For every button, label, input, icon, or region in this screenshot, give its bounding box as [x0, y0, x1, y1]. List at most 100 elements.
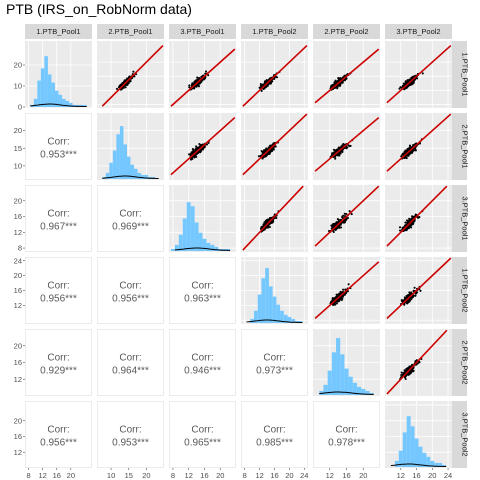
histogram-bar — [109, 163, 113, 179]
y-tick-label: 16 — [14, 358, 22, 367]
histogram-bar — [407, 416, 411, 467]
correlation-label: Corr: — [47, 425, 69, 436]
scatter-point — [132, 71, 134, 73]
x-tick-label: 12 — [255, 471, 263, 480]
x-tick-label: 8 — [26, 471, 30, 480]
x-tick-label: 12 — [38, 471, 46, 480]
scatter-point — [198, 143, 200, 145]
scatter-point — [419, 290, 421, 292]
scatter-point — [262, 158, 264, 160]
row-strip-label: 2.PTB_Pool1 — [461, 124, 470, 168]
histogram-bar — [328, 371, 332, 395]
histogram-bar — [415, 439, 419, 467]
y-tick-label: 0 — [18, 103, 22, 112]
scatter-point — [332, 304, 334, 306]
scatter-point — [125, 86, 127, 88]
histogram-bar — [336, 338, 340, 395]
correlation-label: Corr: — [47, 137, 69, 148]
scatter-point — [422, 72, 424, 74]
correlation-value: 0.956*** — [40, 438, 77, 449]
y-tick-label: 20 — [14, 271, 22, 280]
x-tick-label: 12 — [326, 471, 334, 480]
histogram-bar — [179, 235, 183, 251]
row-strip-label: 3.PTB_Pool2 — [461, 412, 470, 456]
scatter-point — [119, 85, 121, 87]
scatter-point — [408, 373, 410, 375]
column-strip-label: 2.PTB_Pool2 — [324, 27, 368, 36]
scatter-point — [276, 76, 278, 78]
histogram-bar — [120, 126, 124, 179]
scatter-point — [199, 82, 201, 84]
scatter-point — [414, 148, 416, 150]
x-tick-label: 24 — [300, 471, 308, 480]
correlation-label: Corr: — [191, 281, 213, 292]
x-tick-label: 20 — [67, 471, 75, 480]
histogram-bar — [113, 151, 117, 179]
correlation-label: Corr: — [191, 353, 213, 364]
scatter-point — [404, 222, 406, 224]
y-tick-label: 8 — [18, 244, 22, 253]
scatter-point — [398, 88, 400, 90]
scatter-point — [275, 146, 277, 148]
histogram-bar — [138, 173, 142, 179]
x-tick-label: 12 — [185, 471, 193, 480]
scatter-point — [331, 224, 333, 226]
correlation-value: 0.965*** — [184, 438, 221, 449]
y-tick-label: 20 — [14, 196, 22, 205]
x-tick-label: 8 — [171, 471, 175, 480]
y-tick-label: 20 — [14, 61, 22, 70]
scatter-point — [264, 81, 266, 83]
correlation-value: 0.985*** — [256, 438, 293, 449]
scatter-point — [188, 86, 190, 88]
correlation-value: 0.963*** — [184, 294, 221, 305]
scatter-point — [342, 215, 344, 217]
histogram-bar — [344, 369, 348, 395]
y-tick-label: 20 — [14, 126, 22, 135]
correlation-label: Corr: — [119, 281, 141, 292]
x-tick-label: 24 — [444, 471, 452, 480]
scatter-point — [269, 226, 271, 228]
correlation-value: 0.956*** — [112, 294, 149, 305]
scatter-point — [347, 217, 349, 219]
correlation-label: Corr: — [263, 353, 285, 364]
scatter-point — [258, 155, 260, 157]
histogram-bar — [340, 354, 344, 395]
x-tick-label: 10 — [107, 471, 115, 480]
column-strip-label: 2.PTB_Pool1 — [108, 27, 152, 36]
x-tick-label: 20 — [359, 471, 367, 480]
scatter-point — [348, 283, 350, 285]
scatter-point — [205, 70, 207, 72]
correlation-label: Corr: — [119, 353, 141, 364]
y-tick-label: 20 — [14, 341, 22, 350]
y-tick-label: 15 — [14, 144, 22, 153]
y-tick-label: 12 — [14, 448, 22, 457]
scatter-point — [348, 145, 350, 147]
scatter-point — [345, 147, 347, 149]
histogram-bar — [183, 218, 187, 251]
column-strip-label: 3.PTB_Pool2 — [396, 27, 440, 36]
scatter-panel — [97, 41, 164, 108]
scatter-point — [401, 299, 403, 301]
scatter-point — [406, 81, 408, 83]
histogram-bar — [203, 239, 207, 251]
x-tick-label: 16 — [200, 471, 208, 480]
scatter-point — [192, 150, 194, 152]
scatter-point — [410, 226, 412, 228]
histogram-bar — [41, 68, 45, 107]
x-tick-label: 12 — [397, 471, 405, 480]
x-tick-label: 16 — [53, 471, 61, 480]
y-tick-label: 10 — [14, 82, 22, 91]
histogram-bar — [395, 461, 399, 467]
column-strip-label: 1.PTB_Pool1 — [36, 27, 80, 36]
scatter-point — [334, 304, 336, 306]
scatter-point — [342, 289, 344, 291]
y-tick-label: 12 — [14, 228, 22, 237]
x-tick-label: 20 — [216, 471, 224, 480]
x-tick-label: 8 — [243, 471, 247, 480]
row-strip-label: 1.PTB_Pool2 — [461, 268, 470, 312]
x-tick-label: 16 — [412, 471, 420, 480]
correlation-value: 0.964*** — [112, 366, 149, 377]
correlation-label: Corr: — [47, 353, 69, 364]
scatter-point — [399, 226, 401, 228]
